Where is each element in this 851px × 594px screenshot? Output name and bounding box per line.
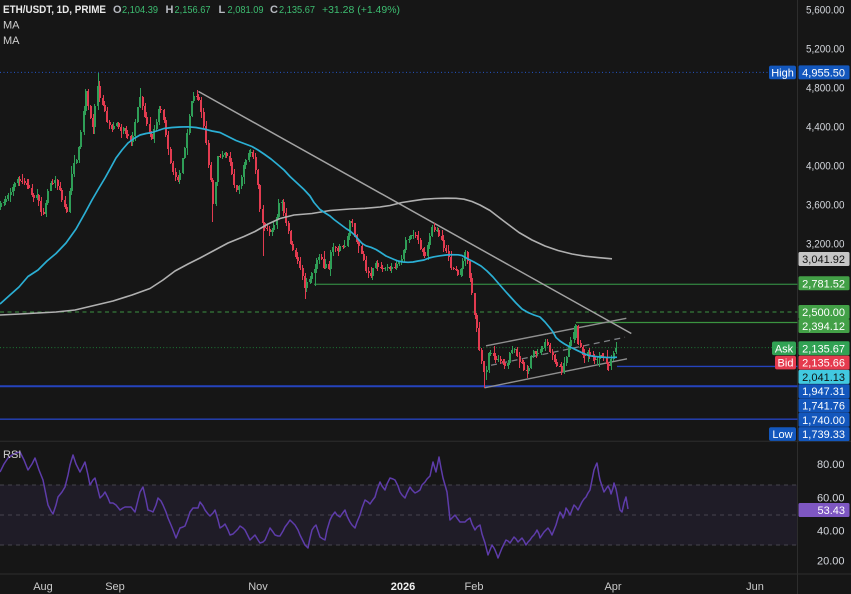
svg-text:Aug: Aug: [33, 581, 53, 593]
svg-text:80.00: 80.00: [817, 459, 845, 471]
svg-text:+31.28 (+1.49%): +31.28 (+1.49%): [322, 4, 400, 16]
svg-text:2,135.66: 2,135.66: [802, 358, 845, 370]
svg-text:MA: MA: [3, 20, 20, 32]
svg-text:3,200.00: 3,200.00: [806, 238, 845, 250]
svg-text:Apr: Apr: [604, 581, 621, 593]
svg-text:4,000.00: 4,000.00: [806, 160, 845, 172]
svg-text:C: C: [270, 4, 278, 16]
svg-text:5,200.00: 5,200.00: [806, 43, 845, 55]
svg-text:4,955.50: 4,955.50: [802, 67, 845, 79]
svg-text:2,135.67: 2,135.67: [802, 343, 845, 355]
svg-text:1,741.76: 1,741.76: [802, 401, 845, 413]
svg-text:2,156.67: 2,156.67: [175, 4, 211, 16]
svg-text:Sep: Sep: [105, 581, 125, 593]
svg-text:1,947.31: 1,947.31: [802, 386, 845, 398]
svg-text:3,600.00: 3,600.00: [806, 199, 845, 211]
svg-text:4,800.00: 4,800.00: [806, 82, 845, 94]
svg-text:60.00: 60.00: [817, 493, 845, 505]
svg-text:2026: 2026: [391, 581, 415, 593]
svg-text:1,739.33: 1,739.33: [802, 429, 845, 441]
svg-text:H: H: [166, 4, 174, 16]
svg-text:1,740.00: 1,740.00: [802, 415, 845, 427]
svg-text:20.00: 20.00: [817, 556, 845, 568]
svg-text:MA: MA: [3, 35, 20, 47]
svg-text:L: L: [219, 4, 226, 16]
svg-text:4,400.00: 4,400.00: [806, 121, 845, 133]
svg-text:Low: Low: [772, 429, 792, 441]
svg-text:O: O: [113, 4, 122, 16]
svg-text:High: High: [771, 67, 794, 79]
svg-text:2,041.13: 2,041.13: [802, 372, 845, 384]
svg-text:5,600.00: 5,600.00: [806, 4, 845, 16]
svg-text:Nov: Nov: [248, 581, 268, 593]
svg-text:Bid: Bid: [778, 358, 794, 370]
svg-text:40.00: 40.00: [817, 526, 845, 538]
svg-text:2,781.52: 2,781.52: [802, 278, 845, 290]
svg-text:2,135.67: 2,135.67: [279, 4, 315, 16]
svg-text:Ask: Ask: [775, 343, 794, 355]
svg-text:RSI: RSI: [3, 449, 21, 461]
svg-text:Jun: Jun: [746, 581, 764, 593]
svg-text:2,104.39: 2,104.39: [122, 4, 158, 16]
svg-text:Feb: Feb: [465, 581, 484, 593]
svg-text:53.43: 53.43: [817, 505, 845, 517]
svg-text:ETH/USDT, 1D, PRIME: ETH/USDT, 1D, PRIME: [3, 4, 106, 16]
svg-text:3,041.92: 3,041.92: [802, 254, 845, 266]
svg-text:2,500.00: 2,500.00: [802, 307, 845, 319]
svg-text:2,394.12: 2,394.12: [802, 321, 845, 333]
svg-text:2,081.09: 2,081.09: [228, 4, 264, 16]
